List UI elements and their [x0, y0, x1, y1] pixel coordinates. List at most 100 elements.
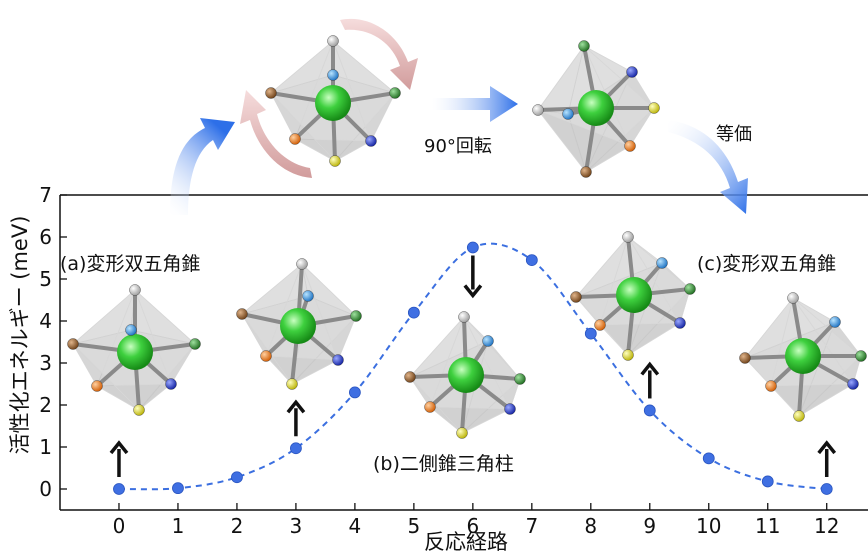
ligand-atom	[350, 310, 362, 322]
data-point	[466, 241, 479, 254]
ligand-atom	[125, 324, 137, 336]
molecule-structure	[265, 35, 401, 167]
ligand-atom	[458, 311, 470, 323]
polyhedron-face	[536, 109, 631, 173]
ligand-atom	[327, 35, 339, 47]
rotation-arrow-upper	[340, 18, 418, 91]
y-ticks: 0 1 2 3 4 5 6 7	[39, 183, 67, 501]
ligand-atom	[260, 350, 272, 362]
ligand-atom	[765, 380, 777, 392]
ligand-atom	[389, 87, 401, 99]
ligand-atom	[265, 87, 277, 99]
ligand-atom	[189, 338, 201, 350]
center-atom	[578, 90, 614, 126]
ligand-atom	[793, 410, 805, 422]
ligand-atom	[456, 427, 468, 439]
data-points	[113, 241, 833, 495]
y-tick-label: 0	[39, 477, 52, 501]
data-point	[407, 306, 420, 319]
molecule-illustrations	[67, 35, 867, 439]
ligand-atom	[847, 378, 859, 390]
polyhedron-face	[409, 376, 463, 434]
molecule-structure	[532, 40, 660, 178]
x-tick-label: 1	[172, 514, 185, 538]
data-point	[643, 404, 656, 417]
data-point	[348, 386, 361, 399]
structure-b-label: (b)二側錐三角柱	[373, 453, 514, 475]
polyhedron-face	[270, 92, 336, 162]
ligand-atom	[622, 231, 634, 243]
structure-arrow-head	[109, 440, 129, 455]
data-point	[584, 327, 597, 340]
rotation-label: 90°回転	[424, 136, 492, 157]
structure-arrow-head	[463, 284, 483, 299]
structure-c-label: (c)変形双五角錐	[697, 253, 836, 275]
ligand-atom	[424, 401, 436, 413]
x-tick-label: 6	[466, 514, 479, 538]
ligand-atom	[580, 166, 592, 178]
structure-a-label: (a)変形双五角錐	[60, 253, 200, 275]
ligand-atom	[91, 380, 103, 392]
ligand-atom	[286, 378, 298, 390]
x-tick-label: 11	[755, 514, 780, 538]
y-tick-label: 6	[39, 225, 52, 249]
ligand-atom	[327, 69, 339, 81]
ligand-atom	[67, 338, 79, 350]
x-tick-label: 9	[643, 514, 656, 538]
x-axis-title: 反応経路	[424, 530, 508, 554]
data-point	[761, 475, 774, 488]
ligand-atom	[236, 308, 248, 320]
ligand-atom	[562, 108, 574, 120]
ligand-atom	[626, 66, 638, 78]
curved-up-arrow	[170, 118, 235, 215]
x-tick-label: 0	[113, 514, 126, 538]
y-tick-label: 1	[39, 435, 52, 459]
ligand-atom	[855, 350, 867, 362]
y-tick-label: 4	[39, 309, 52, 333]
data-point	[231, 471, 243, 484]
structure-arrow-head	[640, 361, 660, 376]
molecule-structure	[739, 292, 867, 422]
ligand-atom	[332, 354, 344, 366]
x-ticks: 0 1 2 3 4 5 6 7 8 9 10 11 12	[113, 503, 839, 538]
ligand-atom	[514, 373, 526, 385]
y-tick-label: 5	[39, 267, 52, 291]
data-point	[820, 483, 833, 495]
center-atom	[785, 338, 821, 374]
y-tick-label: 2	[39, 393, 52, 417]
center-atom	[117, 334, 153, 370]
data-point	[525, 254, 538, 267]
data-point	[172, 482, 184, 495]
x-tick-label: 8	[584, 514, 597, 538]
ligand-atom	[329, 155, 341, 167]
y-tick-label: 3	[39, 351, 52, 375]
center-atom	[616, 277, 652, 313]
center-atom	[448, 357, 484, 393]
x-tick-label: 5	[408, 514, 421, 538]
equivalent-label: 等価	[716, 124, 752, 145]
structure-arrow-head	[286, 399, 306, 414]
ligand-atom	[504, 403, 516, 415]
polyhedron-face	[770, 383, 855, 417]
y-axis-title: 活性化エネルギー (meV)	[8, 216, 32, 455]
ligand-atom	[296, 258, 308, 270]
center-atom	[315, 85, 351, 121]
x-tick-label: 4	[349, 514, 362, 538]
molecule-structure	[67, 284, 201, 416]
ligand-atom	[684, 283, 696, 295]
center-atom	[280, 308, 316, 344]
x-tick-label: 12	[814, 514, 839, 538]
ligand-atom	[570, 291, 582, 303]
ligand-atom	[787, 292, 799, 304]
ligand-atom	[165, 378, 177, 390]
ligand-atom	[365, 135, 377, 147]
molecule-structure	[404, 311, 526, 439]
ligand-atom	[289, 133, 301, 145]
structure-arrow-head	[817, 440, 837, 455]
ligand-atom	[129, 284, 141, 296]
curved-down-arrow	[668, 120, 748, 214]
molecule-structure	[236, 258, 362, 390]
ligand-atom	[482, 335, 494, 347]
ligand-atom	[594, 319, 606, 331]
